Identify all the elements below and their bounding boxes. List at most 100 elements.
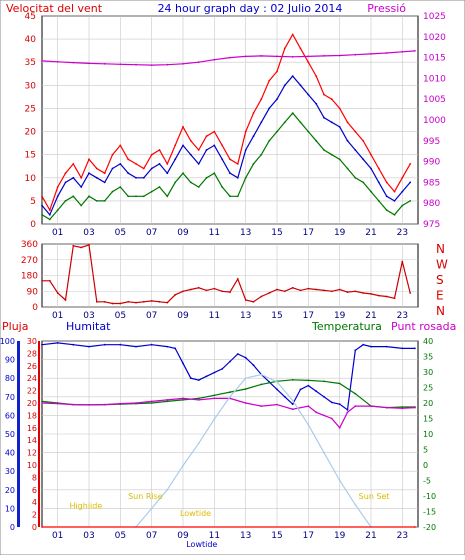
data-point xyxy=(338,479,341,482)
data-point xyxy=(182,399,184,401)
data-point xyxy=(315,288,318,291)
data-point xyxy=(229,291,231,293)
data-point xyxy=(119,144,122,147)
data-point xyxy=(346,139,349,142)
x-tick-label: 19 xyxy=(334,228,346,238)
data-point xyxy=(393,213,396,216)
x-tick-label: 17 xyxy=(303,531,314,541)
wind-min-series xyxy=(41,112,411,221)
data-point xyxy=(174,347,177,350)
data-point xyxy=(291,399,294,402)
y-tick-label: 360 xyxy=(21,240,38,250)
tide-sun-annotation: Sun Set xyxy=(359,492,390,501)
data-point xyxy=(182,290,184,293)
temperature-tick-label: 20 xyxy=(423,399,433,408)
data-point xyxy=(229,158,231,161)
x-tick-label: 23 xyxy=(397,228,408,238)
data-point xyxy=(244,388,247,390)
x-tick-label: 19 xyxy=(334,531,346,541)
data-point xyxy=(385,209,388,212)
x-tick-label: 23 xyxy=(397,311,408,321)
data-point xyxy=(88,62,90,65)
data-point xyxy=(213,130,216,133)
data-point xyxy=(221,186,224,188)
x-tick-label: 15 xyxy=(271,228,282,238)
data-point xyxy=(88,195,90,198)
rain-tick-label: 20 xyxy=(27,399,37,408)
data-point xyxy=(166,488,169,491)
x-tick-label: 13 xyxy=(240,228,251,238)
data-point xyxy=(150,400,153,403)
x-tick-label: 03 xyxy=(83,228,94,238)
data-point xyxy=(323,414,325,417)
data-point xyxy=(197,442,200,445)
data-point xyxy=(330,98,333,101)
data-point xyxy=(150,167,153,170)
data-point xyxy=(323,289,325,292)
data-point xyxy=(244,130,247,133)
data-point xyxy=(229,56,231,59)
data-point xyxy=(142,167,145,170)
data-point xyxy=(401,407,404,410)
data-point xyxy=(260,405,263,407)
data-point xyxy=(56,60,59,63)
humidity-tick-label: 50 xyxy=(5,430,15,439)
data-point xyxy=(88,172,90,175)
data-point xyxy=(103,343,106,346)
data-point xyxy=(127,195,130,198)
data-point xyxy=(299,47,302,50)
data-point xyxy=(189,377,192,380)
data-point xyxy=(166,163,169,165)
y-tick-label: 10 xyxy=(25,174,37,184)
data-point xyxy=(354,392,357,395)
humidity-tick-label: 70 xyxy=(5,393,15,402)
data-point xyxy=(260,153,263,156)
x-tick-label: 03 xyxy=(83,311,94,321)
data-point xyxy=(315,75,318,77)
data-point xyxy=(409,200,412,202)
data-point xyxy=(182,144,184,147)
data-point xyxy=(64,172,67,175)
data-point xyxy=(338,426,341,429)
data-point xyxy=(56,186,59,188)
data-point xyxy=(88,404,90,406)
rain-tick-label: 28 xyxy=(27,349,37,358)
data-point xyxy=(229,395,231,398)
temperature-tick-label: 5 xyxy=(423,446,428,455)
data-point xyxy=(119,402,122,405)
data-point xyxy=(244,377,247,380)
data-point xyxy=(213,397,216,400)
humidity-tick-label: 60 xyxy=(5,411,15,420)
data-point xyxy=(41,213,43,216)
temperature-tick-label: -20 xyxy=(423,523,436,532)
data-point xyxy=(370,153,372,156)
data-point xyxy=(330,153,333,156)
compass-tick-label: S xyxy=(436,273,444,287)
data-point xyxy=(291,403,294,406)
rain-tick-label: 16 xyxy=(27,424,37,433)
x-tick-label: 05 xyxy=(115,531,126,541)
data-point xyxy=(197,379,200,381)
compass-tick-label: N xyxy=(436,242,445,256)
y-tick-label: 180 xyxy=(21,272,38,282)
data-point xyxy=(393,200,396,202)
y2-tick-label: 1020 xyxy=(423,33,446,43)
data-point xyxy=(252,112,255,114)
data-point xyxy=(401,406,404,408)
data-point xyxy=(307,384,310,387)
sun-curve-series xyxy=(135,373,372,528)
x-tick-label: 01 xyxy=(52,311,63,321)
data-point xyxy=(197,397,200,400)
data-point xyxy=(166,195,169,198)
data-point xyxy=(166,399,169,401)
rain-tick-label: 6 xyxy=(32,486,37,495)
data-point xyxy=(229,391,231,393)
data-point xyxy=(338,288,341,291)
data-point xyxy=(213,287,216,290)
data-point xyxy=(315,102,318,105)
humidity-series xyxy=(41,342,415,411)
data-point xyxy=(323,451,325,454)
x-tick-label: 17 xyxy=(303,311,314,321)
data-point xyxy=(236,278,239,280)
